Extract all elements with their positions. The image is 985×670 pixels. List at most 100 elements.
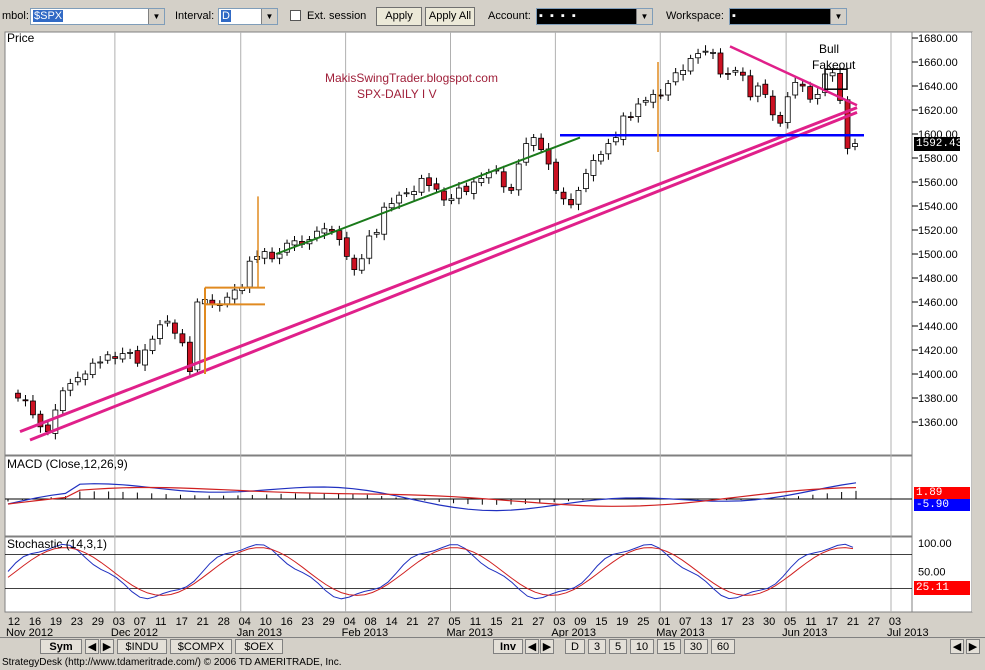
apply-button[interactable]: Apply	[376, 7, 422, 26]
interval-value: D	[221, 10, 231, 22]
tab-interval-d[interactable]: D	[565, 639, 585, 654]
x-tick-label: 03	[553, 616, 565, 628]
month-label: Jun 2013	[782, 627, 827, 637]
x-tick-label: 28	[218, 616, 230, 628]
price-chart[interactable]: 1360.00 1380.00 1400.00 1420.00 1440.00 1460.…	[0, 30, 985, 637]
x-tick-label: 07	[679, 616, 691, 628]
candle-body	[231, 289, 238, 300]
candle-body	[321, 228, 328, 234]
candle-body	[710, 51, 716, 54]
symbol-combo[interactable]: $SPX ▼	[30, 8, 165, 25]
candle-body	[717, 52, 724, 75]
candle-body	[261, 251, 268, 259]
chevron-down-icon[interactable]: ▼	[636, 9, 652, 24]
candle-body	[627, 116, 634, 118]
x-tick-label: 17	[721, 616, 733, 628]
candle-body	[15, 392, 21, 399]
chevron-down-icon[interactable]: ▼	[261, 9, 277, 24]
x-tick-label: 17	[176, 616, 188, 628]
status-bar: StrategyDesk (http://www.tdameritrade.co…	[0, 656, 985, 670]
y-tick-label: 1500.00	[918, 249, 958, 261]
candle-body	[687, 57, 694, 72]
stochastic-value-tag: 25.11	[914, 581, 970, 595]
month-label: Dec 2012	[111, 627, 158, 637]
account-combo[interactable]: ▪ ▪ ▪ ▪ ▼	[536, 8, 653, 25]
candle-body	[186, 341, 193, 373]
x-tick-label: 21	[197, 616, 209, 628]
candle-body	[657, 94, 664, 97]
candle-body	[560, 191, 567, 200]
candle-body	[463, 185, 470, 192]
candle-body	[478, 177, 485, 183]
y-tick-label: 1680.00	[918, 33, 958, 45]
toolbar: mbol: $SPX ▼ Interval: D ▼ Ext. session …	[0, 0, 985, 31]
candle-body	[246, 260, 253, 288]
stoch-tick-label: 100.00	[918, 538, 952, 550]
scroll-left-icon[interactable]: ◀	[525, 639, 539, 654]
y-tick-label: 1360.00	[918, 417, 958, 429]
tab-interval-3[interactable]: 3	[588, 639, 606, 654]
candle-body	[373, 231, 380, 235]
chevron-down-icon[interactable]: ▼	[148, 9, 164, 24]
month-label: Apr 2013	[551, 627, 596, 637]
candle-body	[179, 333, 186, 344]
wedge-upper-line	[729, 45, 858, 107]
tab-interval-60[interactable]: 60	[711, 639, 735, 654]
y-tick-label: 1640.00	[918, 81, 958, 93]
interval-combo[interactable]: D ▼	[218, 8, 278, 25]
workspace-label: Workspace:	[666, 10, 724, 22]
candle-body	[97, 361, 104, 364]
x-tick-label: 23	[742, 616, 754, 628]
tab-inv[interactable]: Inv	[493, 639, 523, 654]
candle-body	[67, 383, 74, 391]
candle-body	[418, 177, 425, 193]
scroll-right-icon[interactable]: ▶	[100, 639, 114, 654]
last-price-tag: 1592.43	[914, 137, 963, 151]
scroll-right-icon[interactable]: ▶	[540, 639, 554, 654]
tab-interval-30[interactable]: 30	[684, 639, 708, 654]
candle-body	[680, 70, 687, 76]
candle-body	[157, 324, 163, 339]
fakeout-box	[824, 68, 848, 90]
signal-line	[7, 486, 857, 507]
tab-interval-5[interactable]: 5	[609, 639, 627, 654]
scroll-left-icon[interactable]: ◀	[85, 639, 99, 654]
x-tick-label: 04	[343, 616, 355, 628]
candle-body	[328, 228, 335, 232]
stoch-d-line	[7, 547, 854, 596]
candle-body	[515, 163, 522, 191]
y-tick-label: 1660.00	[918, 57, 958, 69]
tab-interval-15[interactable]: 15	[657, 639, 681, 654]
scroll-left-icon[interactable]: ◀	[950, 639, 964, 654]
x-tick-label: 21	[406, 616, 418, 628]
symbol-label: mbol:	[2, 10, 29, 22]
x-tick-label: 19	[616, 616, 628, 628]
month-label: Jul 2013	[887, 627, 929, 637]
candle-body	[343, 237, 350, 257]
x-tick-label: 29	[323, 616, 335, 628]
candle-body	[807, 86, 814, 100]
x-tick-label: 27	[427, 616, 439, 628]
tab-symbol-indu[interactable]: $INDU	[117, 639, 167, 654]
apply-all-button[interactable]: Apply All	[425, 7, 475, 26]
y-axis-panel	[911, 31, 973, 613]
x-tick-label: 11	[805, 616, 816, 628]
workspace-value: ▪	[732, 10, 736, 22]
scroll-right-icon[interactable]: ▶	[966, 639, 980, 654]
candle-body	[134, 350, 141, 364]
candle-body	[852, 143, 858, 147]
chevron-down-icon[interactable]: ▼	[830, 9, 846, 24]
workspace-combo[interactable]: ▪ ▼	[729, 8, 847, 25]
tab-symbol-compx[interactable]: $COMPX	[170, 639, 232, 654]
macd-panel	[4, 455, 913, 537]
ext-session-checkbox[interactable]	[290, 10, 301, 21]
tab-sym[interactable]: Sym	[40, 639, 82, 654]
candle-body	[799, 83, 806, 87]
tab-symbol-oex[interactable]: $OEX	[235, 639, 283, 654]
candle-body	[276, 253, 283, 259]
candle-body	[112, 356, 119, 359]
candle-body	[22, 399, 29, 402]
candle-body	[568, 198, 574, 206]
x-tick-label: 15	[490, 616, 502, 628]
tab-interval-10[interactable]: 10	[630, 639, 654, 654]
